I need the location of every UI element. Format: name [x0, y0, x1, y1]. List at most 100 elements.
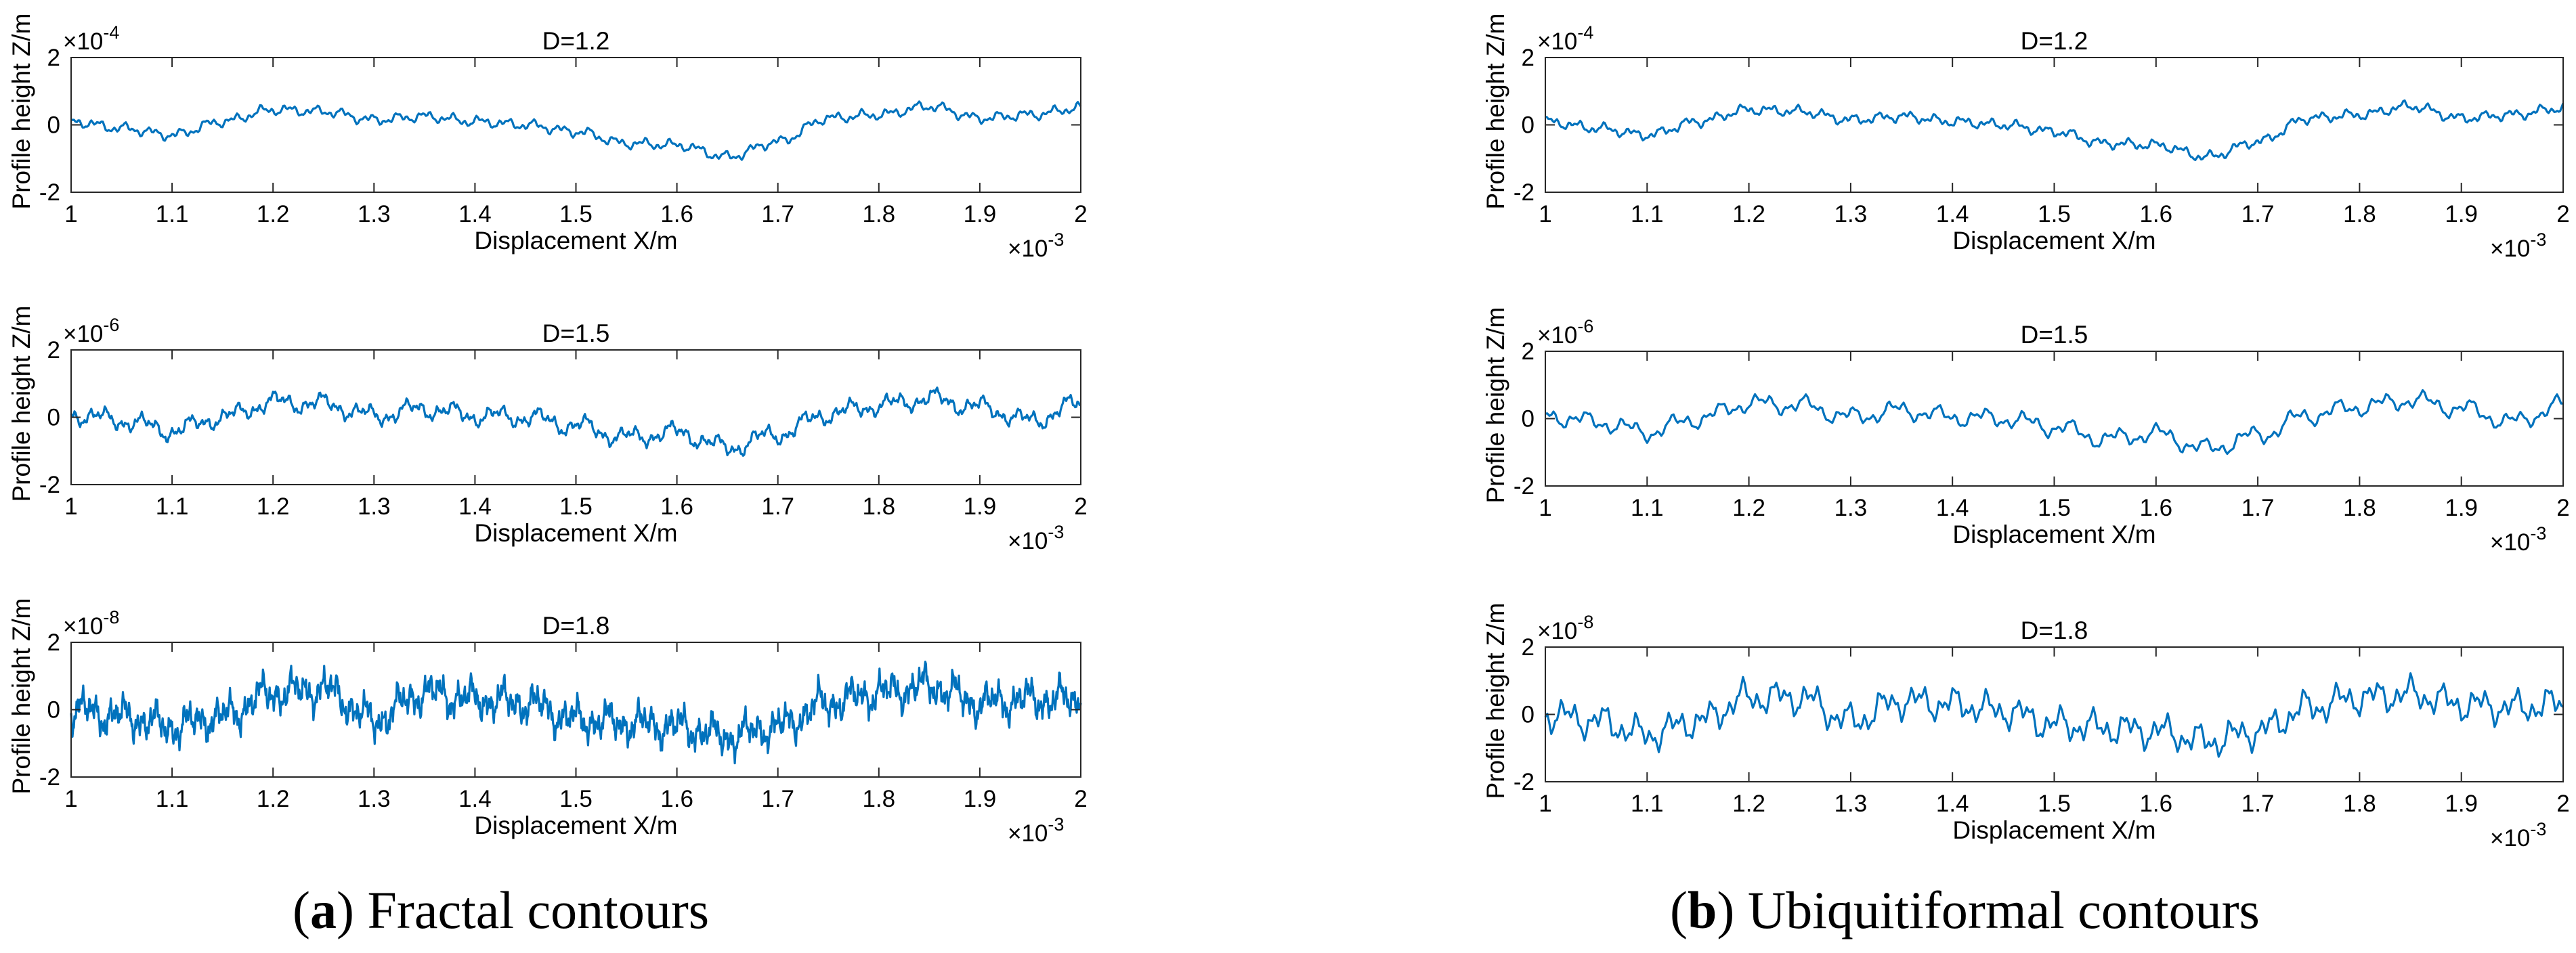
x-axis-label: Displacement X/m [474, 812, 677, 839]
x-tick-label: 1.9 [964, 786, 997, 812]
y-exponent-label: ×10-8 [1537, 612, 1593, 644]
x-tick-label: 1.3 [358, 201, 391, 227]
y-tick-label: 2 [47, 45, 60, 71]
x-exponent-label: ×10-3 [2490, 523, 2546, 556]
x-tick-label: 1.3 [1834, 495, 1868, 521]
x-axis-label: Displacement X/m [1952, 816, 2155, 844]
x-tick-label: 1.6 [2139, 201, 2172, 227]
x-axis-label: Displacement X/m [1952, 520, 2155, 548]
x-tick-label: 1 [64, 786, 77, 812]
y-tick-label: 0 [47, 112, 60, 139]
x-tick-label: 1.3 [358, 493, 391, 520]
y-axis-label: Profile height Z/m [7, 598, 35, 795]
x-tick-label: 1.5 [2038, 201, 2071, 227]
x-tick-label: 1.5 [559, 786, 593, 812]
chart-b-2: 1 1.1 1.2 1.3 1.4 1.5 1.6 1.7 1.8 1.9 2 -2 0 2 D=1.5 ×1… [1482, 307, 2570, 556]
y-tick-label: -2 [39, 179, 60, 206]
y-tick-label: 2 [1522, 45, 1534, 71]
chart-a-2: 1 1.1 1.2 1.3 1.4 1.5 1.6 1.7 1.8 1.9 2 -2 0 2 D=1.5 ×1… [7, 306, 1088, 554]
x-tick-label: 1.5 [2038, 495, 2071, 521]
x-tick-label: 1.1 [156, 786, 189, 812]
x-tick-label: 1.2 [1732, 791, 1765, 817]
chart-title: D=1.2 [542, 27, 610, 55]
x-exponent-label: ×10-3 [2490, 819, 2546, 851]
y-tick-label: 0 [47, 697, 60, 724]
x-axis-label: Displacement X/m [474, 227, 677, 254]
x-tick-label: 1.3 [1834, 201, 1868, 227]
chart-title: D=1.5 [542, 319, 610, 347]
x-tick-label: 2 [2556, 495, 2569, 521]
y-axis-label: Profile height Z/m [1482, 603, 1509, 799]
x-tick-label: 1.1 [156, 493, 189, 520]
x-tick-label: 1.4 [1936, 791, 1969, 817]
y-tick-label: 2 [1522, 634, 1534, 661]
x-tick-label: 1.9 [964, 201, 997, 227]
chart-title: D=1.8 [542, 612, 610, 640]
axes-box [70, 349, 1081, 485]
x-tick-label: 1.5 [559, 201, 593, 227]
x-tick-label: 1.2 [257, 493, 290, 520]
y-tick-label: -2 [39, 472, 60, 498]
x-tick-label: 1.4 [1936, 495, 1969, 521]
x-tick-label: 1.4 [1936, 201, 1969, 227]
x-tick-label: 1.1 [1631, 201, 1664, 227]
x-tick-label: 1.7 [2241, 791, 2275, 817]
chart-a-1: 1 1.1 1.2 1.3 1.4 1.5 1.6 1.7 1.8 1.9 2 -2 0 2 D=1.2 ×1… [7, 14, 1088, 262]
y-tick-label: -2 [1514, 473, 1534, 500]
x-exponent-label: ×10-3 [1008, 229, 1064, 262]
x-tick-label: 1.3 [1834, 791, 1868, 817]
y-tick-label: -2 [1514, 769, 1534, 795]
y-tick-label: 2 [47, 629, 60, 656]
chart-title: D=1.2 [2021, 27, 2088, 55]
caption-a: (a) Fractal contours [293, 881, 710, 939]
x-tick-label: 2 [2556, 201, 2569, 227]
x-tick-label: 1.4 [458, 201, 492, 227]
y-exponent-label: ×10-6 [1537, 316, 1593, 349]
profile-line [1544, 672, 2564, 758]
x-tick-label: 1.7 [761, 493, 794, 520]
x-tick-label: 1.6 [2139, 791, 2172, 817]
y-exponent-label: ×10-6 [63, 315, 119, 347]
chart-title: D=1.5 [2021, 321, 2088, 349]
chart-a-3: 1 1.1 1.2 1.3 1.4 1.5 1.6 1.7 1.8 1.9 2 -2 0 2 D=1.8 ×1… [7, 598, 1088, 847]
profile-line [70, 100, 1082, 161]
x-tick-label: 1.8 [2343, 201, 2376, 227]
y-tick-label: 0 [1522, 112, 1534, 139]
x-tick-label: 1.6 [660, 786, 693, 812]
x-tick-label: 1.8 [2343, 791, 2376, 817]
x-tick-label: 1.1 [156, 201, 189, 227]
x-tick-label: 1.2 [257, 201, 290, 227]
chart-b-3: 1 1.1 1.2 1.3 1.4 1.5 1.6 1.7 1.8 1.9 2 -2 0 2 D=1.8 ×1… [1482, 603, 2570, 851]
x-tick-label: 2 [1074, 201, 1087, 227]
x-tick-label: 1.4 [458, 493, 492, 520]
x-tick-label: 1.8 [2343, 495, 2376, 521]
y-exponent-label: ×10-8 [63, 607, 119, 640]
x-tick-label: 1 [64, 201, 77, 227]
y-axis-label: Profile height Z/m [7, 14, 35, 210]
x-tick-label: 1.2 [1732, 495, 1765, 521]
y-tick-label: -2 [39, 764, 60, 791]
x-tick-label: 1.9 [2445, 201, 2478, 227]
x-tick-label: 1.5 [2038, 791, 2071, 817]
y-tick-label: 2 [47, 337, 60, 363]
x-tick-label: 1.6 [660, 493, 693, 520]
x-tick-label: 1.3 [358, 786, 391, 812]
x-exponent-label: ×10-3 [1008, 522, 1064, 554]
y-axis-label: Profile height Z/m [1482, 14, 1509, 210]
y-tick-label: -2 [1514, 179, 1534, 206]
x-tick-label: 1.6 [660, 201, 693, 227]
x-tick-label: 1 [1539, 495, 1551, 521]
x-tick-label: 1.2 [1732, 201, 1765, 227]
x-tick-label: 1.8 [862, 201, 895, 227]
x-tick-label: 1.9 [2445, 791, 2478, 817]
profile-line [1545, 389, 2564, 456]
y-exponent-label: ×10-4 [1537, 22, 1593, 55]
x-tick-label: 1.1 [1631, 495, 1664, 521]
y-axis-label: Profile height Z/m [1482, 307, 1509, 504]
x-tick-label: 1.8 [862, 786, 895, 812]
x-axis-label: Displacement X/m [1952, 227, 2155, 254]
x-tick-label: 1.4 [458, 786, 492, 812]
x-tick-label: 1.9 [964, 493, 997, 520]
y-axis-label: Profile height Z/m [7, 306, 35, 502]
